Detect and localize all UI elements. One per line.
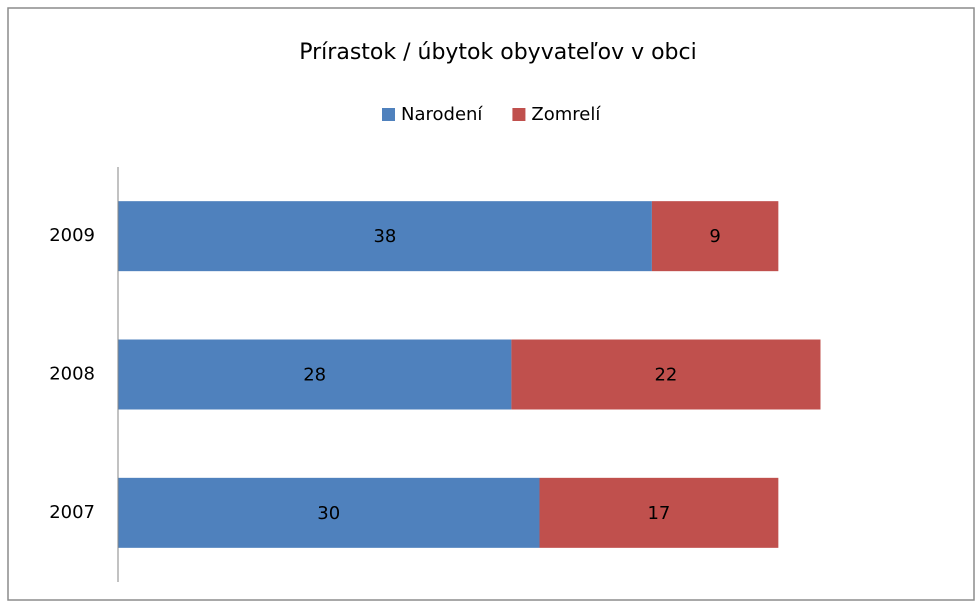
legend-label: Zomrelí — [531, 104, 601, 125]
bar-segment — [118, 339, 512, 410]
y-tick-label: 2009 — [49, 225, 95, 246]
bar-segment — [539, 477, 779, 548]
chart-title: Prírastok / úbytok obyvateľov v obci — [299, 40, 696, 65]
data-label: 38 — [373, 226, 396, 247]
legend-swatch — [382, 108, 395, 121]
bar-segment — [118, 477, 540, 548]
y-tick-label: 2008 — [49, 364, 95, 385]
bar-segment — [511, 339, 821, 410]
data-label: 17 — [647, 503, 670, 524]
data-label: 28 — [303, 365, 326, 386]
data-label: 30 — [317, 503, 340, 524]
legend-label: Narodení — [401, 104, 483, 125]
data-label: 9 — [709, 226, 720, 247]
data-label: 22 — [654, 365, 677, 386]
y-tick-label: 2007 — [49, 502, 95, 523]
legend-swatch — [512, 108, 526, 121]
bar-segment — [651, 201, 779, 272]
bar-segment — [118, 201, 652, 272]
